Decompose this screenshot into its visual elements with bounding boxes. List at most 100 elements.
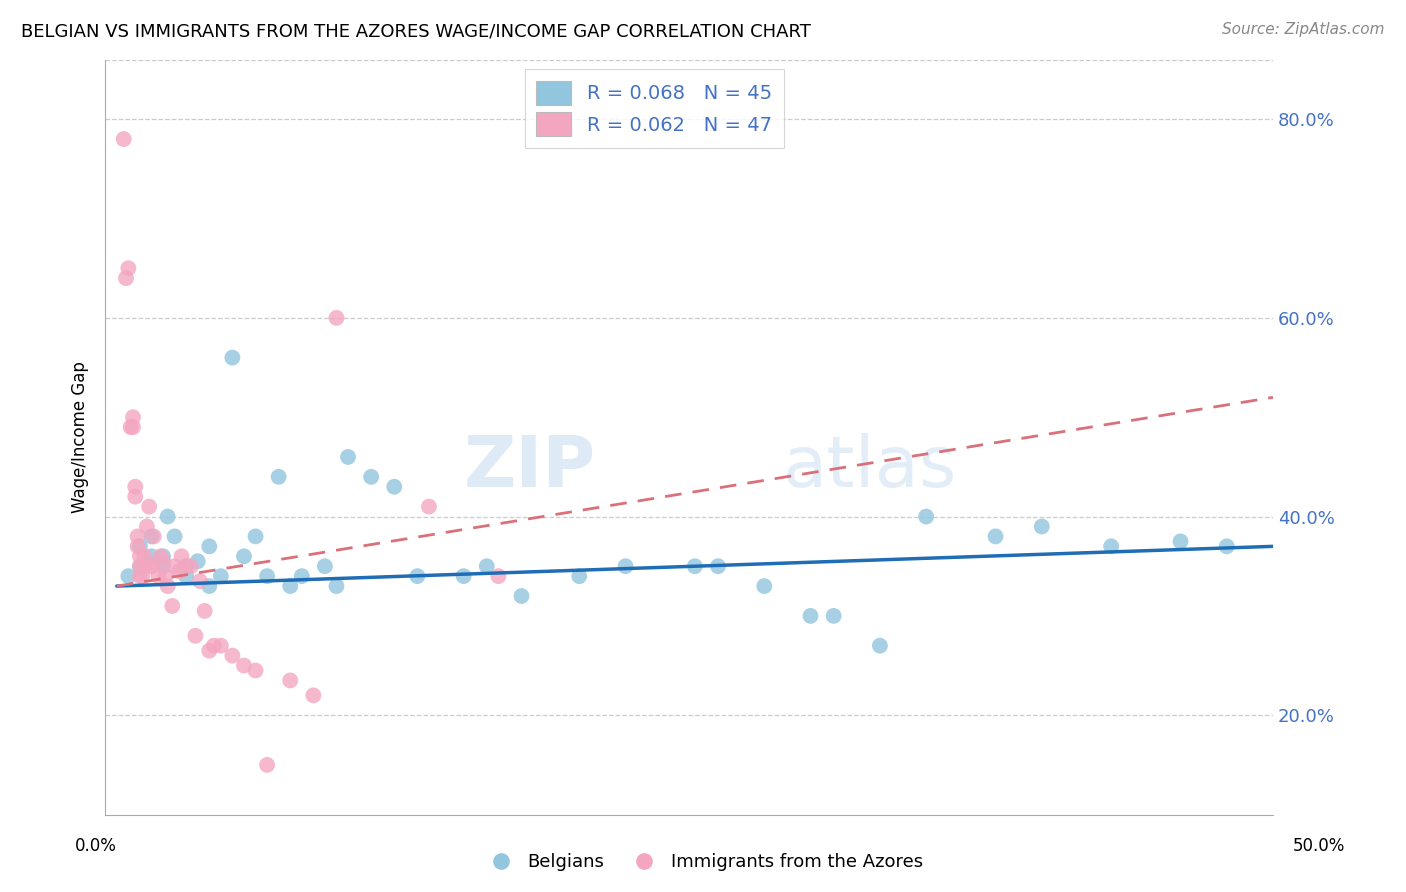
Point (382, 480, 405, 494)
Point (148, 569, 170, 583)
Point (152, 549, 174, 564)
Point (127, 540, 149, 554)
Text: atlas: atlas (783, 433, 957, 502)
Point (799, 608, 821, 623)
Point (475, 559, 498, 574)
Point (155, 569, 177, 583)
Point (198, 643, 221, 657)
Point (174, 559, 197, 574)
Point (406, 569, 429, 583)
Point (162, 599, 184, 613)
Point (198, 579, 221, 593)
Point (156, 509, 179, 524)
Point (117, 569, 139, 583)
Point (278, 579, 301, 593)
Point (174, 559, 197, 574)
Point (194, 604, 217, 618)
Point (486, 569, 509, 583)
Point (127, 529, 149, 543)
Point (156, 579, 179, 593)
Text: Source: ZipAtlas.com: Source: ZipAtlas.com (1222, 22, 1385, 37)
Point (233, 658, 256, 673)
Point (188, 574, 211, 588)
Point (256, 758, 278, 772)
Point (291, 569, 314, 583)
Point (1170, 534, 1192, 549)
Point (198, 540, 221, 554)
Point (167, 564, 190, 578)
Point (129, 549, 152, 564)
Point (302, 689, 325, 703)
Point (614, 559, 637, 574)
Point (124, 490, 146, 504)
Point (117, 261, 139, 276)
Point (683, 559, 706, 574)
Point (209, 569, 232, 583)
Point (568, 569, 591, 583)
Point (129, 569, 152, 583)
Point (256, 569, 278, 583)
Point (984, 529, 1007, 543)
Point (124, 480, 146, 494)
Point (129, 559, 152, 574)
Point (915, 509, 938, 524)
Point (142, 529, 165, 543)
Point (221, 648, 243, 663)
Point (187, 554, 209, 568)
Point (453, 569, 475, 583)
Point (170, 549, 193, 564)
Point (163, 529, 186, 543)
Point (129, 559, 152, 574)
Text: BELGIAN VS IMMIGRANTS FROM THE AZORES WAGE/INCOME GAP CORRELATION CHART: BELGIAN VS IMMIGRANTS FROM THE AZORES WA… (21, 22, 811, 40)
Point (221, 351, 243, 365)
Point (131, 569, 153, 583)
Point (707, 559, 730, 574)
Point (869, 639, 891, 653)
Point (209, 639, 232, 653)
Point (112, 132, 135, 146)
Point (754, 579, 776, 593)
Legend: R = 0.068   N = 45, R = 0.062   N = 47: R = 0.068 N = 45, R = 0.062 N = 47 (524, 70, 783, 148)
Point (325, 310, 347, 325)
Point (267, 470, 290, 484)
Point (1031, 519, 1053, 533)
Legend: Belgians, Immigrants from the Azores: Belgians, Immigrants from the Azores (475, 847, 931, 879)
Point (174, 569, 197, 583)
Point (138, 500, 160, 514)
Point (418, 500, 440, 514)
Point (278, 673, 301, 688)
Point (122, 420, 145, 434)
Point (325, 579, 347, 593)
Point (134, 549, 156, 564)
Point (184, 629, 207, 643)
Point (314, 559, 336, 574)
Point (1216, 540, 1239, 554)
Point (510, 589, 533, 603)
Point (141, 549, 163, 564)
Text: ZIP: ZIP (464, 433, 596, 502)
Text: 0.0%: 0.0% (75, 837, 117, 855)
Point (180, 559, 202, 574)
Point (360, 470, 382, 484)
Point (245, 664, 267, 678)
Point (163, 559, 186, 574)
Point (135, 519, 157, 533)
Point (245, 529, 267, 543)
Text: 50.0%: 50.0% (1292, 837, 1346, 855)
Point (141, 559, 163, 574)
Point (141, 559, 163, 574)
Point (337, 450, 360, 464)
Point (1099, 540, 1122, 554)
Point (141, 529, 163, 543)
Point (120, 420, 142, 434)
Point (149, 549, 172, 564)
Point (115, 271, 138, 285)
Point (152, 554, 174, 568)
Point (129, 540, 152, 554)
Y-axis label: Wage/Income Gap: Wage/Income Gap (72, 361, 89, 513)
Point (152, 559, 174, 574)
Point (134, 559, 156, 574)
Point (202, 639, 225, 653)
Point (823, 608, 845, 623)
Point (233, 549, 256, 564)
